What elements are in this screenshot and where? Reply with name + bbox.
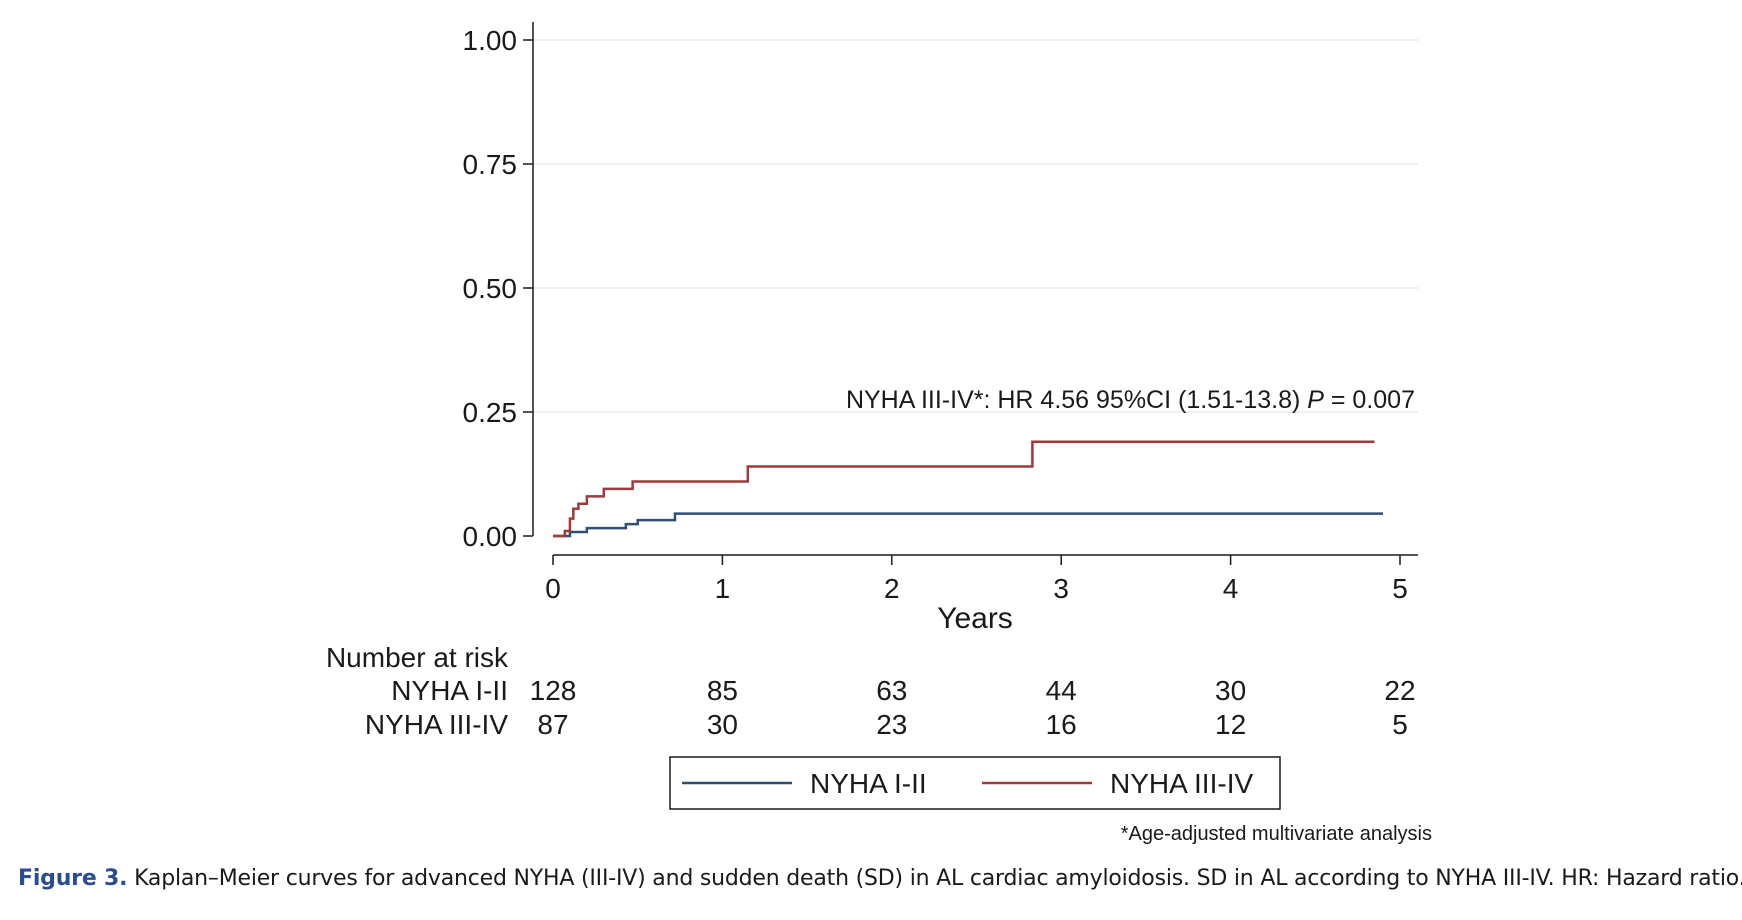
risk-count: 63 [876,675,907,706]
risk-row-label: NYHA III-IV [365,709,508,740]
legend-label-nyha-i-ii: NYHA I-II [810,768,927,799]
risk-count: 30 [1215,675,1246,706]
caption-text: Kaplan–Meier curves for advanced NYHA (I… [127,866,1742,891]
x-axis-ticks: 0 1 2 3 4 5 [545,555,1408,604]
km-curve-nyha-i-ii [553,512,1384,538]
legend: NYHA I-II NYHA III-IV [669,756,1281,810]
number-at-risk-table: Number at risk NYHA I-II 128 85 63 44 30 22 NYH… [326,642,1416,740]
x-tick-label: 0 [545,573,561,604]
x-tick-label: 5 [1392,573,1408,604]
risk-count: 12 [1215,709,1246,740]
grid-lines [534,39,1418,413]
hazard-ratio-annotation: NYHA III-IV*: HR 4.56 95%CI (1.51-13.8) … [846,386,1415,414]
y-tick-label: 0.25 [463,397,518,428]
risk-count: 85 [707,675,738,706]
survival-curves [553,440,1384,538]
x-tick-label: 4 [1223,573,1239,604]
figure-caption: Figure 3. Kaplan–Meier curves for advanc… [18,866,1742,891]
x-tick-label: 3 [1053,573,1069,604]
y-tick-label: 0.50 [463,273,518,304]
figure-label: Figure 3. [18,866,128,891]
p-label: P [1307,386,1324,414]
risk-count: 5 [1392,709,1408,740]
risk-count: 44 [1046,675,1077,706]
x-tick-label: 2 [884,573,900,604]
p-value: = 0.007 [1324,386,1415,414]
x-axis-label: Years [937,602,1013,635]
y-tick-label: 0.75 [463,149,518,180]
legend-label-nyha-iii-iv: NYHA III-IV [1110,768,1253,799]
risk-table-title: Number at risk [326,642,509,673]
risk-count: 16 [1046,709,1077,740]
risk-count: 128 [530,675,577,706]
axes [532,22,1418,556]
risk-row-label: NYHA I-II [391,675,508,706]
risk-count: 22 [1384,675,1415,706]
km-curve-nyha-iii-iv [553,440,1375,538]
y-tick-label: 1.00 [463,25,518,56]
y-tick-label: 0.00 [463,521,518,552]
risk-count: 23 [876,709,907,740]
x-tick-label: 1 [715,573,731,604]
risk-count: 87 [537,709,568,740]
risk-count: 30 [707,709,738,740]
footnote: *Age-adjusted multivariate analysis [1121,823,1432,845]
hr-text: NYHA III-IV*: HR 4.56 95%CI (1.51-13.8) [846,386,1307,414]
y-axis-ticks: 0.00 0.25 0.50 0.75 1.00 [463,25,533,552]
